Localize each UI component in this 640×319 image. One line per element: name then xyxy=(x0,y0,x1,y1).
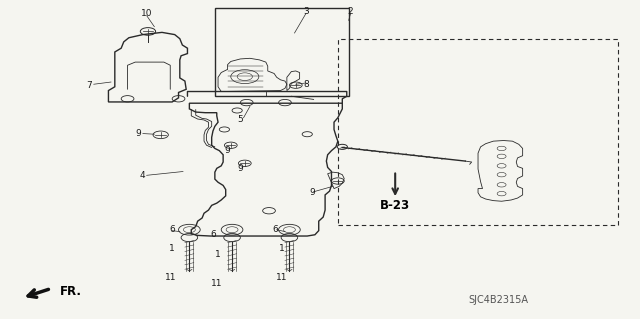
Text: 9: 9 xyxy=(225,146,230,155)
Text: 1: 1 xyxy=(215,250,221,259)
Text: 4: 4 xyxy=(140,171,146,181)
Text: 8: 8 xyxy=(303,80,309,89)
Text: 7: 7 xyxy=(86,81,92,90)
Text: FR.: FR. xyxy=(60,285,82,298)
Text: 9: 9 xyxy=(310,188,316,197)
Text: 6: 6 xyxy=(170,225,175,234)
Bar xyxy=(215,8,349,96)
Text: 2: 2 xyxy=(348,7,353,16)
Text: 6: 6 xyxy=(273,225,278,234)
Text: 1: 1 xyxy=(170,244,175,253)
Text: 1: 1 xyxy=(279,244,285,253)
Text: 3: 3 xyxy=(303,7,309,16)
Text: 11: 11 xyxy=(211,279,223,288)
Text: 11: 11 xyxy=(276,273,287,282)
Bar xyxy=(338,39,618,225)
Text: 11: 11 xyxy=(164,273,176,282)
Text: B-23: B-23 xyxy=(380,199,410,212)
Text: 9: 9 xyxy=(237,164,243,173)
Text: 5: 5 xyxy=(237,115,243,123)
Text: SJC4B2315A: SJC4B2315A xyxy=(468,295,529,305)
Text: 9: 9 xyxy=(136,129,141,138)
Text: 10: 10 xyxy=(141,9,152,18)
Text: 6: 6 xyxy=(211,230,216,239)
